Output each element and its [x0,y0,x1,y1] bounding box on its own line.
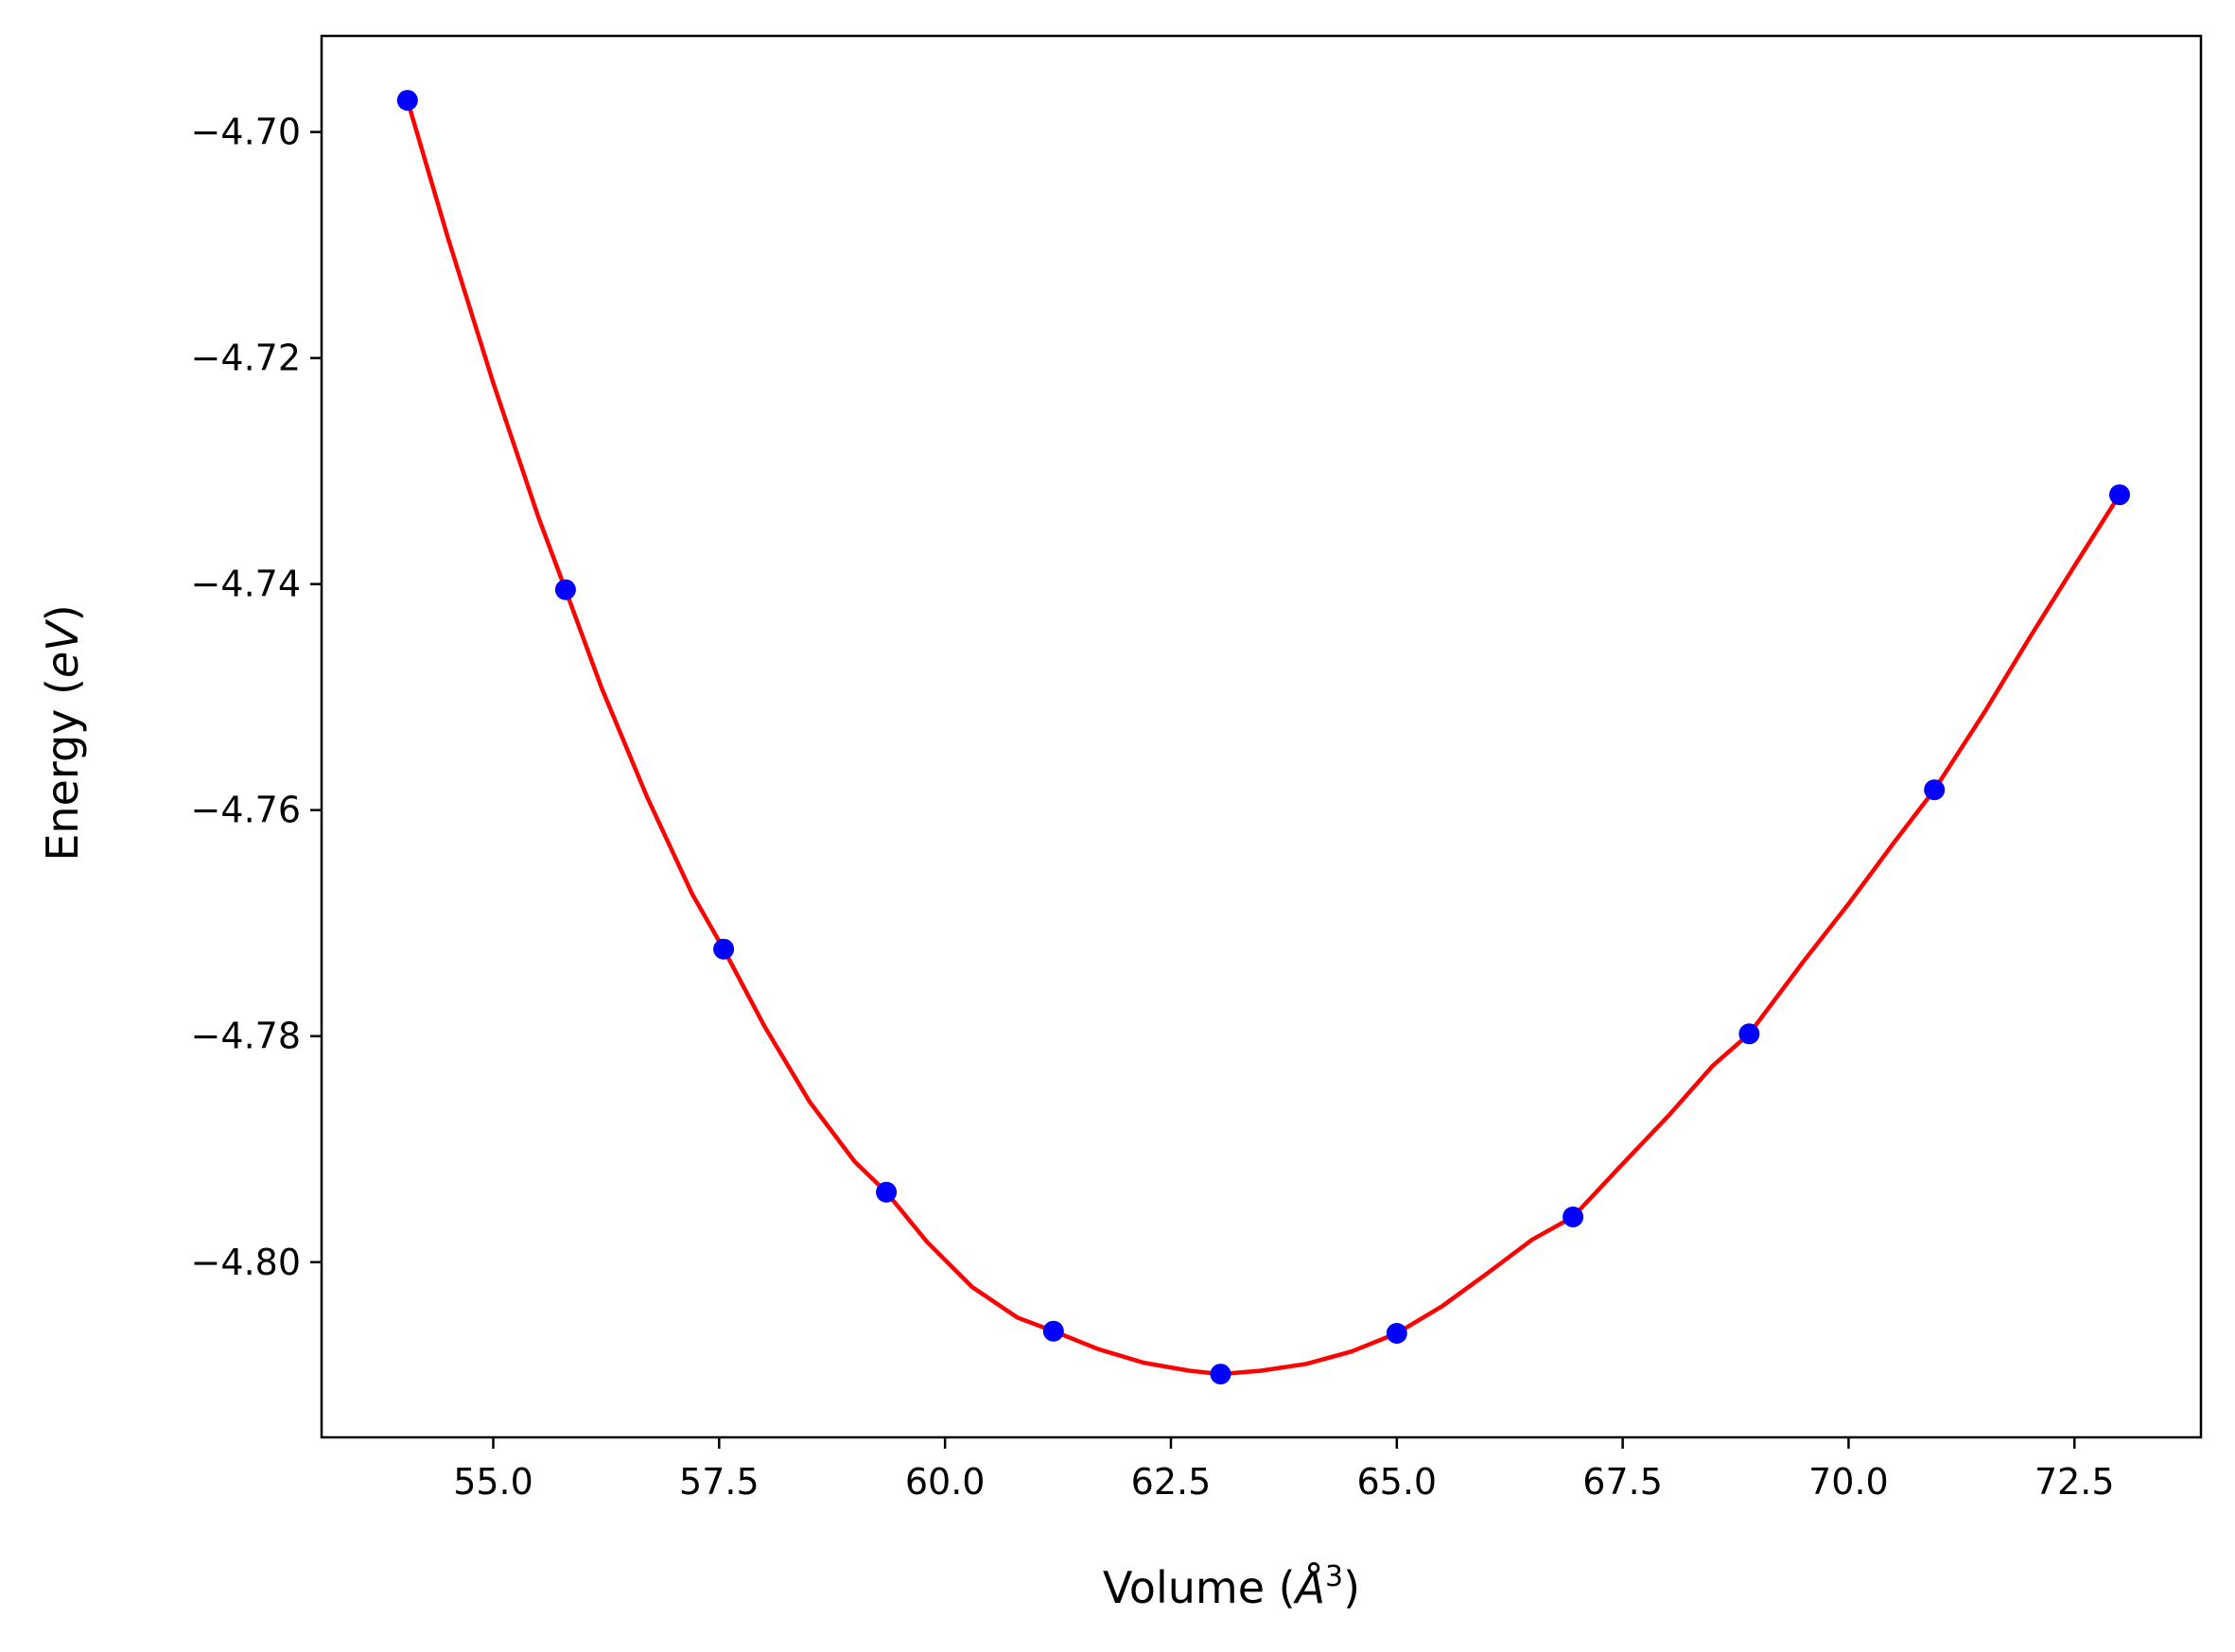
data-point [1924,779,1946,801]
data-point [1210,1364,1231,1385]
data-point [2109,484,2130,506]
x-tick-label: 62.5 [1131,1461,1212,1503]
y-tick-label: −4.74 [191,564,301,605]
y-tick-label: −4.76 [191,790,301,831]
y-tick-label: −4.72 [191,338,301,379]
y-axis-label-unit: eV [37,618,88,678]
y-axis-label-prefix: Energy ( [37,678,88,861]
x-tick-label: 57.5 [679,1461,760,1503]
axis-ticks: 55.0 57.5 60.0 62.5 65.0 67.5 70.0 72.5 −4.70 −4.… [191,112,2115,1503]
x-tick-label: 65.0 [1356,1461,1437,1503]
y-tick-label: −4.70 [191,112,301,153]
data-point [876,1181,898,1203]
x-axis-label-unit: Å [1293,1562,1325,1613]
data-point [396,90,418,112]
y-tick-label: −4.78 [191,1016,301,1057]
plot-area [396,90,2130,1385]
x-tick-label: 55.0 [453,1461,533,1503]
data-point [1386,1323,1407,1344]
y-axis-label-suffix: ) [37,604,88,621]
x-axis-label-exponent: 3 [1325,1560,1343,1593]
x-tick-label: 70.0 [1808,1461,1889,1503]
y-tick-label: −4.80 [191,1242,301,1283]
data-point [1042,1320,1064,1342]
y-axis-label: Energy (eV) [37,604,88,861]
data-point [1738,1023,1760,1045]
x-axis-label: Volume (Å3) [1103,1560,1360,1613]
x-tick-label: 67.5 [1582,1461,1663,1503]
x-axis-label-suffix: ) [1343,1562,1360,1613]
data-point [713,938,735,960]
axes-frame [320,34,2203,1439]
data-point [554,579,576,600]
x-tick-label: 60.0 [905,1461,986,1503]
x-axis-label-prefix: Volume ( [1103,1562,1296,1613]
x-tick-label: 72.5 [2034,1461,2115,1503]
data-point [1563,1206,1584,1227]
